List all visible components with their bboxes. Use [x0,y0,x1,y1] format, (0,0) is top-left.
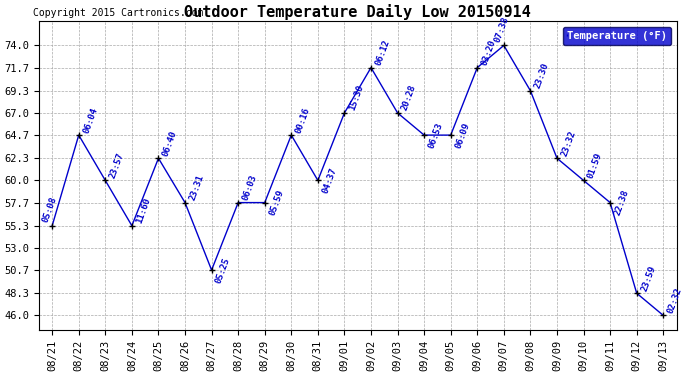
Text: 01:59: 01:59 [586,151,604,180]
Text: 22:38: 22:38 [613,189,631,217]
Text: 06:40: 06:40 [161,129,179,158]
Text: 02:32: 02:32 [666,286,684,315]
Text: 06:04: 06:04 [81,106,99,134]
Text: 23:57: 23:57 [108,151,126,180]
Text: 05:08: 05:08 [41,195,59,223]
Text: 05:25: 05:25 [215,256,232,285]
Text: 04:37: 04:37 [321,166,338,195]
Text: Copyright 2015 Cartronics.com: Copyright 2015 Cartronics.com [32,8,203,18]
Text: 23:30: 23:30 [533,62,551,90]
Text: 23:31: 23:31 [188,174,206,202]
Legend: Temperature (°F): Temperature (°F) [563,27,671,45]
Text: 06:03: 06:03 [241,174,259,202]
Text: 03:20: 03:20 [480,39,497,67]
Text: 15:30: 15:30 [347,84,365,112]
Text: 00:16: 00:16 [294,106,312,134]
Text: 06:53: 06:53 [427,121,444,150]
Title: Outdoor Temperature Daily Low 20150914: Outdoor Temperature Daily Low 20150914 [184,4,531,20]
Text: 23:32: 23:32 [560,129,578,158]
Text: 07:38: 07:38 [493,15,511,43]
Text: 06:09: 06:09 [453,121,471,150]
Text: 23:59: 23:59 [640,264,657,292]
Text: 05:59: 05:59 [268,189,285,217]
Text: 20:28: 20:28 [400,84,418,112]
Text: 11:60: 11:60 [135,196,152,225]
Text: 06:12: 06:12 [374,39,391,67]
